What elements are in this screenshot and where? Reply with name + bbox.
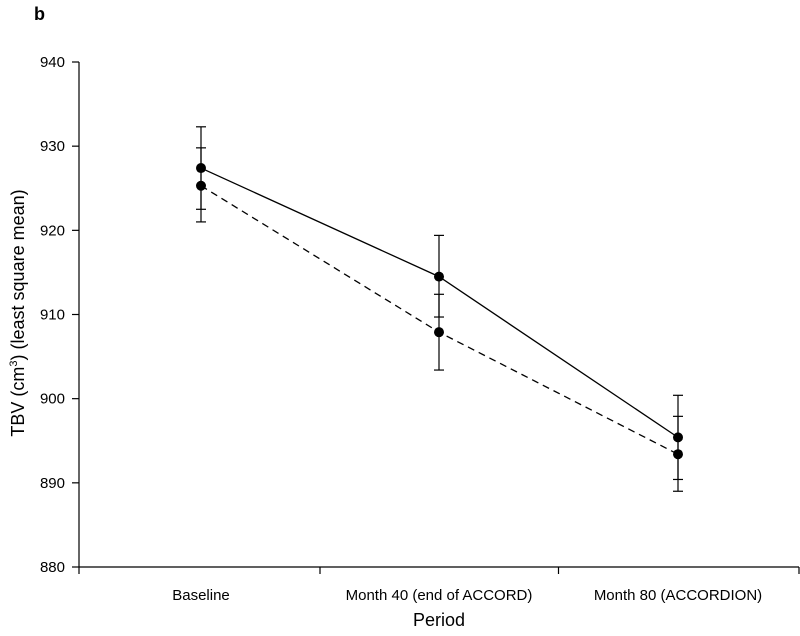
data-point [196,180,206,191]
y-tick-label: 920 [40,222,65,239]
y-tick-label: 890 [40,475,65,492]
y-axis-title-rest: ) (least square mean) [8,189,28,360]
y-tick-label: 930 [40,138,65,155]
y-tick-label: 880 [40,559,65,576]
y-tick-label: 940 [40,54,65,71]
x-tick-label: Month 40 (end of ACCORD) [346,587,533,604]
x-axis: Baseline Month 40 (end of ACCORD) Month 80… [78,566,800,604]
panel-label: b [34,4,45,24]
y-tick-label: 910 [40,307,65,324]
y-axis: 880 890 900 910 920 930 940 [40,54,80,576]
plot-area [196,126,683,492]
x-axis-title: Period [413,610,465,630]
data-point [434,271,444,282]
y-axis-title-superscript: 3 [8,360,20,366]
y-axis-title: TBV (cm3) (least square mean) [8,189,28,436]
y-axis-title-main: TBV (cm [8,367,28,437]
x-tick-label: Month 80 (ACCORDION) [594,587,762,604]
series-2-dashed [196,147,683,492]
data-point [434,327,444,338]
data-point [673,449,683,460]
x-tick-label: Baseline [172,587,230,604]
y-tick-label: 900 [40,391,65,408]
